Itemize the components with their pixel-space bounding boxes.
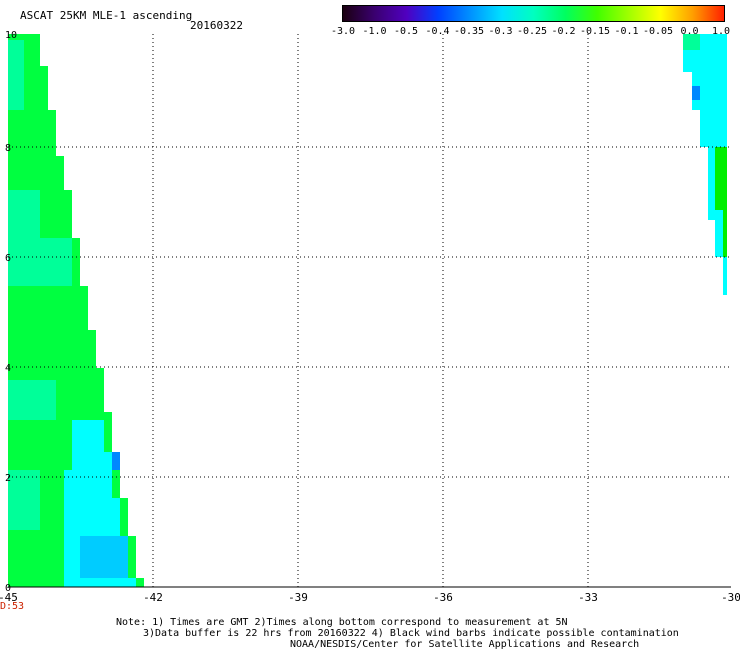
y-tick-label: 6 <box>5 253 11 264</box>
note-line-3: NOAA/NESDIS/Center for Satellite Applica… <box>290 639 640 650</box>
y-tick-label: 0 <box>5 583 11 594</box>
colorbar-label: 0.0 <box>680 26 699 37</box>
note-line-1: Note: 1) Times are GMT 2)Times along bot… <box>116 617 568 628</box>
swath-patch-blue <box>112 452 120 470</box>
colorbar-labels: -3.0 -1.0 -0.5 -0.4 -0.35 -0.3 -0.25 -0.2 -0.15-… <box>0 26 740 40</box>
swath-patch-light-blue <box>80 536 128 578</box>
colorbar-label: -0.2 <box>551 26 576 37</box>
colorbar-label: -0.25 <box>516 26 548 37</box>
note-line-2: 3)Data buffer is 22 hrs from 20160322 4)… <box>143 628 679 639</box>
y-tick-label: 10 <box>5 30 17 41</box>
colorbar-label: -0.1 <box>614 26 639 37</box>
x-tick-label: -45 <box>0 591 18 604</box>
colorbar-label: -1.0 <box>362 26 387 37</box>
swath-right-green <box>715 147 727 257</box>
colorbar-label: -0.35 <box>453 26 485 37</box>
x-tick-label: -30 <box>721 591 740 604</box>
swath-left <box>8 34 144 587</box>
swath-right-blue <box>692 86 700 100</box>
x-tick-label: -33 <box>578 591 598 604</box>
colorbar-label: -3.0 <box>330 26 356 37</box>
colorbar-label: 1.0 <box>711 26 731 37</box>
swath-right-mint <box>683 34 700 50</box>
colorbar-label: -0.4 <box>425 26 450 37</box>
y-tick-label: 4 <box>5 363 11 374</box>
swath-patch-mint <box>8 470 40 530</box>
colorbar <box>342 5 725 22</box>
x-tick-label: -36 <box>433 591 453 604</box>
map-date: 20160322 <box>190 19 243 32</box>
y-tick-label: 8 <box>5 143 11 154</box>
x-tick-label: -42 <box>143 591 163 604</box>
y-tick-label: 2 <box>5 473 11 484</box>
colorbar-label: -0.5 <box>393 26 419 37</box>
map-title: ASCAT 25KM MLE-1 ascending <box>20 9 193 22</box>
x-tick-label: -39 <box>288 591 308 604</box>
time-label: D:53 <box>0 601 24 612</box>
colorbar-label: -0.05 <box>642 26 674 37</box>
swath-patch-mint <box>8 40 24 110</box>
swath-patch-mint <box>8 190 72 286</box>
colorbar-label: -0.3 <box>488 26 513 37</box>
colorbar-label: -0.15 <box>579 26 611 37</box>
swath-patch-mint <box>8 380 56 420</box>
